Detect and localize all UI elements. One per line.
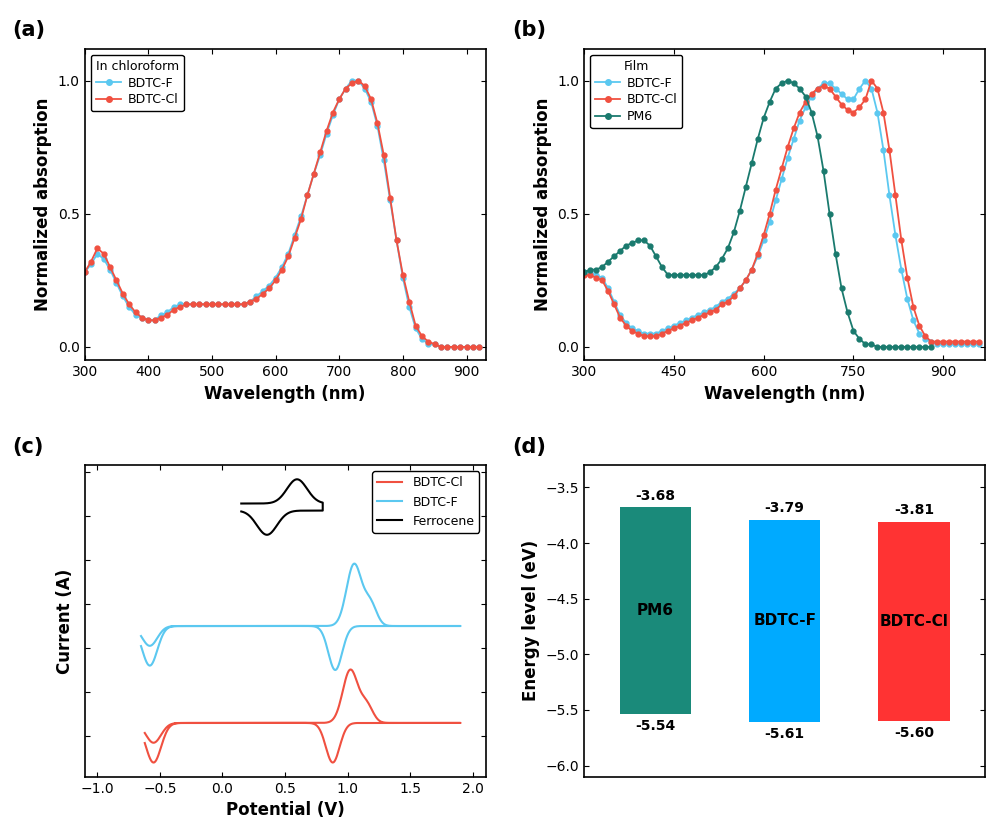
Text: (b): (b) [512,20,546,40]
Bar [878,522,950,721]
Text: -5.61: -5.61 [765,727,805,741]
Text: BDTC-Cl: BDTC-Cl [879,614,949,629]
Text: -3.68: -3.68 [636,489,675,503]
Y-axis label: Energy level (eV): Energy level (eV) [522,540,540,701]
Y-axis label: Normalized absorption: Normalized absorption [34,97,52,311]
Legend: BDTC-F, BDTC-Cl: BDTC-F, BDTC-Cl [91,55,184,112]
Text: (d): (d) [512,437,546,457]
Y-axis label: Normalized absorption: Normalized absorption [534,97,551,311]
Text: -3.79: -3.79 [765,501,805,515]
Text: (a): (a) [12,20,45,40]
Bar [620,507,691,715]
X-axis label: Wavelength (nm): Wavelength (nm) [204,385,366,402]
Text: -3.81: -3.81 [894,503,935,517]
X-axis label: Wavelength (nm): Wavelength (nm) [704,385,865,402]
Legend: BDTC-Cl, BDTC-F, Ferrocene: BDTC-Cl, BDTC-F, Ferrocene [372,471,480,533]
X-axis label: Potential (V): Potential (V) [225,801,344,819]
Text: PM6: PM6 [637,603,674,618]
Y-axis label: Current (A): Current (A) [56,569,74,674]
Legend: BDTC-F, BDTC-Cl, PM6: BDTC-F, BDTC-Cl, PM6 [591,55,682,128]
Text: -5.60: -5.60 [894,726,934,739]
Text: -5.54: -5.54 [635,719,675,732]
Text: BDTC-F: BDTC-F [753,613,816,628]
Text: (c): (c) [12,437,44,457]
Bar [749,520,820,722]
